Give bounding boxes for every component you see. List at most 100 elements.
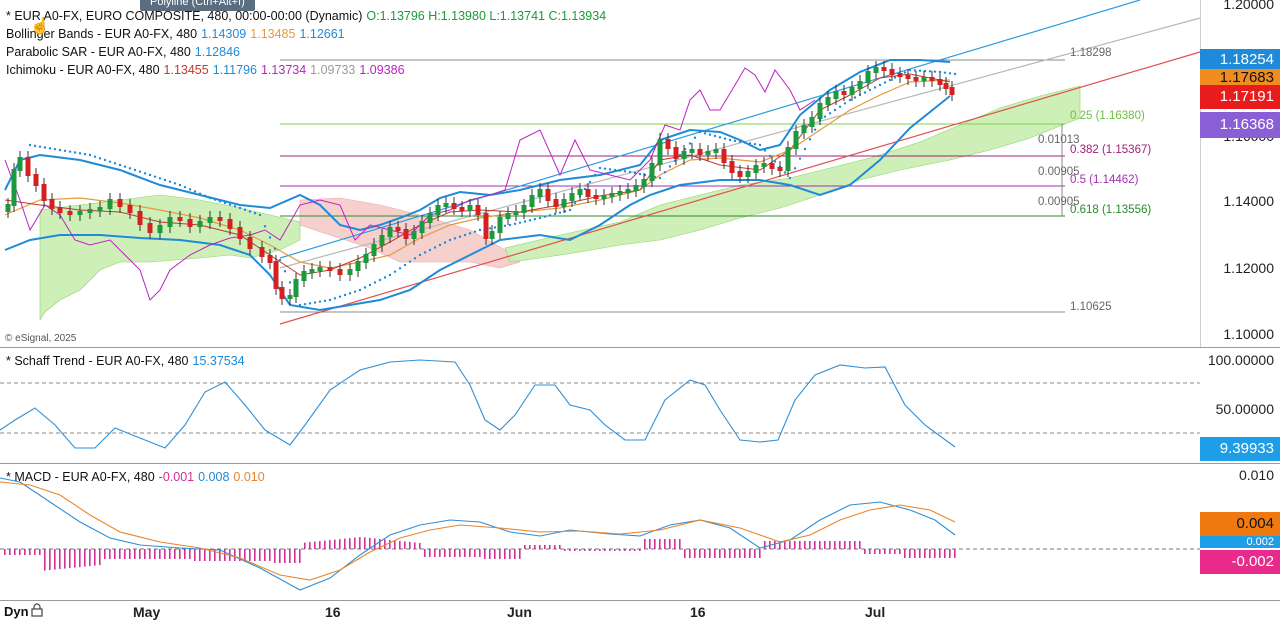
macd-histogram-bar	[604, 549, 606, 551]
macd-histogram-bar	[759, 549, 761, 558]
sar-dot	[933, 70, 937, 73]
pane-separator	[0, 600, 1280, 601]
macd-legend: * MACD - EUR A0-FX, 480 -0.001 0.008 0.010	[6, 468, 269, 486]
candle-body	[107, 199, 113, 209]
sar-dot	[313, 301, 317, 304]
sar-dot	[328, 298, 332, 302]
macd-histogram-bar	[479, 549, 481, 557]
price-pane[interactable]	[0, 0, 1200, 347]
macd-histogram-bar	[594, 549, 596, 551]
macd-histogram-bar	[724, 549, 726, 558]
candle-body	[87, 209, 93, 213]
sar-dot	[323, 299, 327, 303]
sar-dot	[678, 153, 682, 157]
candle-body	[317, 267, 323, 271]
schaff-tag: 9.39933	[1200, 437, 1280, 461]
macd-histogram-bar	[619, 549, 621, 551]
bb-value-2: 1.13485	[250, 27, 296, 41]
sar-dot	[513, 222, 517, 226]
sar-dot	[773, 160, 777, 163]
sar-dot	[38, 145, 42, 148]
sar-label[interactable]: Parabolic SAR - EUR A0-FX, 480	[6, 45, 191, 59]
fib-delta-3: 0.00905	[1038, 196, 1080, 208]
sar-dot	[828, 112, 832, 115]
trendline-blue[interactable]	[279, 0, 1141, 259]
sar-dot	[718, 136, 722, 139]
candle-body	[943, 83, 949, 89]
sar-dot	[253, 212, 257, 215]
candle-body	[577, 189, 583, 195]
candle-body	[513, 211, 519, 215]
sar-dot	[558, 211, 562, 214]
candle-body	[657, 139, 663, 165]
macd-histogram-bar	[459, 549, 461, 557]
candle-body	[641, 179, 647, 187]
fib-top-label: 1.18298	[1070, 47, 1112, 59]
sar-dot	[658, 176, 662, 180]
sar-dot	[113, 162, 117, 165]
ichimoku-label[interactable]: Ichimoku - EUR A0-FX, 480	[6, 63, 160, 77]
pane-separator[interactable]	[0, 347, 1280, 348]
sar-dot	[603, 167, 607, 170]
lock-icon[interactable]	[31, 603, 43, 617]
macd-histogram-bar	[314, 541, 316, 549]
candle-body	[921, 77, 927, 81]
macd-label[interactable]: * MACD - EUR A0-FX, 480	[6, 470, 155, 484]
macd-histogram-bar	[654, 539, 656, 549]
candle-body	[475, 205, 481, 215]
macd-histogram-bar	[824, 541, 826, 549]
macd-histogram-bar	[389, 539, 391, 549]
macd-histogram-bar	[24, 549, 26, 555]
sar-dot	[128, 167, 132, 170]
sar-dot	[938, 70, 942, 74]
sar-dot	[848, 98, 852, 102]
symbol-label[interactable]: * EUR A0-FX, EURO COMPOSITE, 480, 00:00-…	[6, 9, 363, 23]
sar-dot	[433, 246, 437, 249]
sar-dot	[618, 169, 622, 172]
trendline-red[interactable]	[279, 51, 1201, 325]
sar-dot	[843, 102, 847, 105]
macd-histogram-bar	[944, 549, 946, 558]
sar-dot	[538, 216, 542, 220]
price-tick: 1.10000	[1223, 326, 1274, 342]
candle-body	[41, 184, 47, 201]
sar-dot	[93, 155, 97, 158]
candle-body	[681, 151, 687, 159]
sar-dot	[478, 228, 482, 232]
candle-body	[905, 75, 911, 79]
macd-histogram-bar	[489, 549, 491, 559]
macd-histogram-bar	[474, 549, 476, 557]
macd-histogram	[4, 537, 956, 571]
candle-body	[881, 67, 887, 71]
schaff-label[interactable]: * Schaff Trend - EUR A0-FX, 480	[6, 354, 189, 368]
candle-body	[569, 193, 575, 201]
sar-dot	[408, 260, 412, 263]
macd-histogram-bar	[584, 549, 586, 551]
macd-histogram-bar	[934, 549, 936, 558]
macd-histogram-bar	[199, 549, 201, 561]
fib-bottom-label: 1.10625	[1070, 301, 1112, 313]
macd-histogram-bar	[829, 541, 831, 549]
sar-dot	[533, 217, 537, 221]
mode-label[interactable]: Dyn	[4, 604, 29, 619]
sar-dot	[588, 180, 592, 184]
candle-body	[713, 149, 719, 153]
candle-body	[761, 163, 767, 167]
macd-histogram-bar	[164, 549, 166, 559]
candle-body	[427, 213, 433, 223]
macd-histogram-bar	[634, 549, 636, 551]
macd-histogram-bar	[59, 549, 61, 570]
sar-dot	[893, 76, 897, 79]
candle-body	[849, 87, 855, 95]
macd-tick: 0.010	[1238, 467, 1274, 483]
macd-histogram-bar	[789, 541, 791, 549]
pane-separator[interactable]	[0, 463, 1280, 464]
macd-histogram-bar	[114, 549, 116, 559]
bb-label[interactable]: Bollinger Bands - EUR A0-FX, 480	[6, 27, 198, 41]
macd-histogram-bar	[434, 549, 436, 557]
sar-dot	[298, 303, 302, 307]
candle-body	[459, 207, 465, 211]
candle-body	[227, 219, 233, 229]
trendline-gray[interactable]	[279, 17, 1201, 269]
